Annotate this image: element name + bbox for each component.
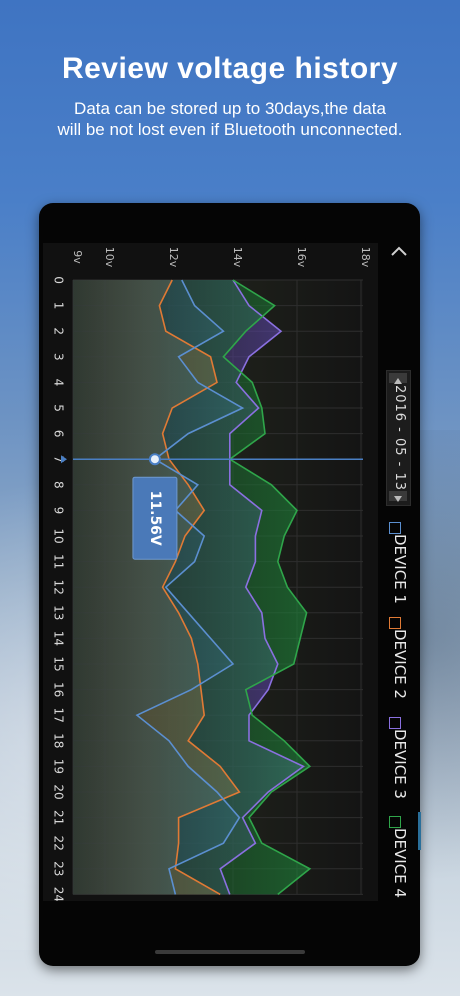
y-tick-label: 10v bbox=[103, 247, 116, 268]
x-tick-label: 15 bbox=[52, 656, 66, 671]
date-picker[interactable]: 2016 - 05 - 13 bbox=[386, 370, 411, 506]
x-tick-label: 22 bbox=[52, 836, 66, 851]
scroll-indicator bbox=[418, 812, 421, 850]
page-title: Review voltage history bbox=[61, 52, 399, 85]
triangle-up-icon bbox=[394, 378, 402, 384]
x-tick-label: 0 bbox=[52, 276, 66, 284]
x-tick-label: 24 bbox=[52, 887, 66, 901]
series-lines bbox=[135, 279, 312, 896]
x-tick-label: 14 bbox=[52, 631, 66, 646]
checkbox-icon bbox=[389, 617, 401, 629]
series-line-3 bbox=[219, 279, 305, 895]
y-tick-label: 16v bbox=[295, 247, 308, 268]
series-line-4 bbox=[222, 279, 312, 896]
legend-device-3[interactable]: DEVICE 3 bbox=[388, 717, 409, 817]
legend-device-1[interactable]: DEVICE 1 bbox=[388, 522, 409, 622]
checkbox-icon bbox=[389, 522, 401, 534]
date-up-button[interactable] bbox=[389, 373, 407, 384]
y-tick-label: 12v bbox=[167, 247, 180, 268]
legend-device-2[interactable]: DEVICE 2 bbox=[388, 617, 409, 717]
y-tick-label: 9v bbox=[71, 250, 84, 264]
x-tick-label: 12 bbox=[52, 580, 66, 595]
x-tick-label: 6 bbox=[52, 430, 66, 438]
series-line-2 bbox=[158, 279, 241, 896]
x-tick-label: 23 bbox=[52, 861, 66, 876]
y-tick-label: 14v bbox=[231, 247, 244, 268]
legend-label: DEVICE 2 bbox=[391, 629, 409, 699]
voltage-chart[interactable]: 0 1 2 3 4 5 6 7 8 9 10 11 12 13 14 15 16 17 18 19 20 21 22 23 24… bbox=[43, 243, 378, 901]
chevron-up-icon[interactable] bbox=[389, 244, 409, 258]
subtitle-line-2: will be not lost even if Bluetooth uncon… bbox=[57, 120, 403, 139]
x-tick-label: 1 bbox=[52, 302, 66, 310]
x-tick-label: 20 bbox=[52, 784, 66, 799]
home-indicator bbox=[155, 950, 305, 954]
tooltip-value: 11.56V bbox=[147, 491, 163, 546]
x-tick-label: 8 bbox=[52, 481, 66, 489]
legend-label: DEVICE 3 bbox=[391, 729, 409, 799]
x-tick-label: 10 bbox=[52, 528, 66, 543]
cursor-marker-icon bbox=[61, 455, 67, 464]
legend-device-4[interactable]: DEVICE 4 bbox=[388, 816, 409, 916]
y-tick-labels: 9v 10v 12v 14v 16v 18v bbox=[71, 247, 372, 268]
x-tick-label: 4 bbox=[52, 379, 66, 387]
y-tick-label: 18v bbox=[359, 247, 372, 268]
x-tick-label: 21 bbox=[52, 810, 66, 825]
legend-label: DEVICE 4 bbox=[391, 828, 409, 898]
x-tick-label: 19 bbox=[52, 759, 66, 774]
x-tick-label: 18 bbox=[52, 733, 66, 748]
x-tick-label: 11 bbox=[52, 554, 66, 569]
x-tick-label: 13 bbox=[52, 605, 66, 620]
x-tick-label: 5 bbox=[52, 404, 66, 412]
hover-cursor: 11.56V bbox=[61, 453, 363, 560]
cursor-point[interactable] bbox=[148, 453, 161, 466]
x-tick-label: 3 bbox=[52, 353, 66, 361]
x-tick-label: 2 bbox=[52, 327, 66, 335]
value-tooltip bbox=[132, 476, 178, 560]
series-line-1 bbox=[135, 279, 245, 895]
date-value: 2016 - 05 - 13 bbox=[392, 384, 407, 492]
voltage-chart-svg: 0123456789101112131415161718192021222324… bbox=[52, 247, 373, 901]
triangle-down-icon bbox=[394, 496, 402, 502]
x-tick-label: 16 bbox=[52, 682, 66, 697]
x-tick-label: 9 bbox=[52, 507, 66, 515]
x-tick-label: 7 bbox=[52, 455, 66, 463]
checkbox-icon bbox=[389, 816, 401, 828]
subtitle-line-1: Data can be stored up to 30days,the data bbox=[74, 99, 386, 118]
checkbox-icon bbox=[389, 717, 401, 729]
x-tick-label: 17 bbox=[52, 708, 66, 723]
date-down-button[interactable] bbox=[389, 491, 407, 502]
